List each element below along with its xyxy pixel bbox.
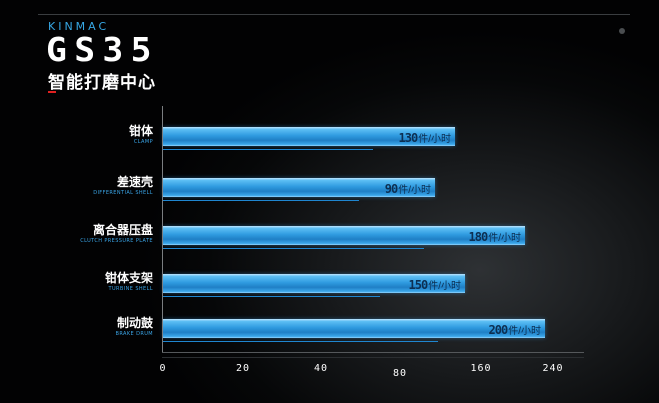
bar-3 <box>163 274 465 293</box>
bar-value-label-4: 200件/小时 <box>489 322 541 337</box>
bar-underline-0 <box>163 149 374 150</box>
bar-value-label-3: 150件/小时 <box>409 277 461 292</box>
bar-value-number: 90 <box>384 182 398 196</box>
bar-value-unit: 件/小时 <box>418 134 451 145</box>
y-axis-line <box>162 106 163 353</box>
x-tick-label: 20 <box>235 363 251 374</box>
corner-dot <box>619 28 625 34</box>
category-label: 差速壳 <box>116 175 153 189</box>
bar-underline-3 <box>163 296 381 297</box>
bar-value-label-1: 90件/小时 <box>385 181 431 196</box>
bar-2 <box>163 226 525 245</box>
category-label-en: TURBINE SHELL <box>108 286 153 292</box>
bar-underline-2 <box>163 248 424 249</box>
bar-0 <box>163 127 455 146</box>
x-tick-label: 40 <box>313 363 329 374</box>
x-tick-label: 80 <box>392 368 408 379</box>
category-label-en: CLAMP <box>133 139 153 145</box>
bar-4 <box>163 319 545 338</box>
bar-1 <box>163 178 435 197</box>
model-name: GS35 <box>46 30 159 69</box>
accent-mark <box>48 91 56 93</box>
bar-underline-1 <box>163 200 359 201</box>
bar-value-unit: 件/小时 <box>428 281 461 292</box>
bar-value-unit: 件/小时 <box>488 233 521 244</box>
category-label-en: CLUTCH PRESSURE PLATE <box>80 238 153 244</box>
category-label-en: BRAKE DRUM <box>115 331 153 337</box>
bar-value-label-0: 130件/小时 <box>399 130 451 145</box>
category-label: 制动鼓 <box>116 316 153 330</box>
category-label: 钳体支架 <box>104 271 153 285</box>
bar-underline-4 <box>163 341 439 342</box>
x-tick-label: 240 <box>542 363 564 374</box>
bar-value-number: 150 <box>408 278 429 292</box>
x-axis-line <box>162 352 584 353</box>
x-tick-label: 0 <box>159 363 167 374</box>
bar-value-label-2: 180件/小时 <box>469 229 521 244</box>
top-divider <box>38 14 630 15</box>
category-label: 离合器压盘 <box>92 223 153 237</box>
bar-value-unit: 件/小时 <box>398 185 431 196</box>
category-label-en: DIFFERENTIAL SHELL <box>93 190 153 196</box>
bar-value-number: 200 <box>488 323 509 337</box>
x-axis-shadow-line <box>162 357 584 358</box>
bar-value-number: 180 <box>468 230 489 244</box>
bar-value-number: 130 <box>398 131 419 145</box>
bar-value-unit: 件/小时 <box>508 326 541 337</box>
category-label: 钳体 <box>128 124 153 138</box>
page-subtitle: 智能打磨中心 <box>48 73 156 93</box>
x-tick-label: 160 <box>470 363 492 374</box>
brand-name: KINMAC <box>48 20 110 33</box>
